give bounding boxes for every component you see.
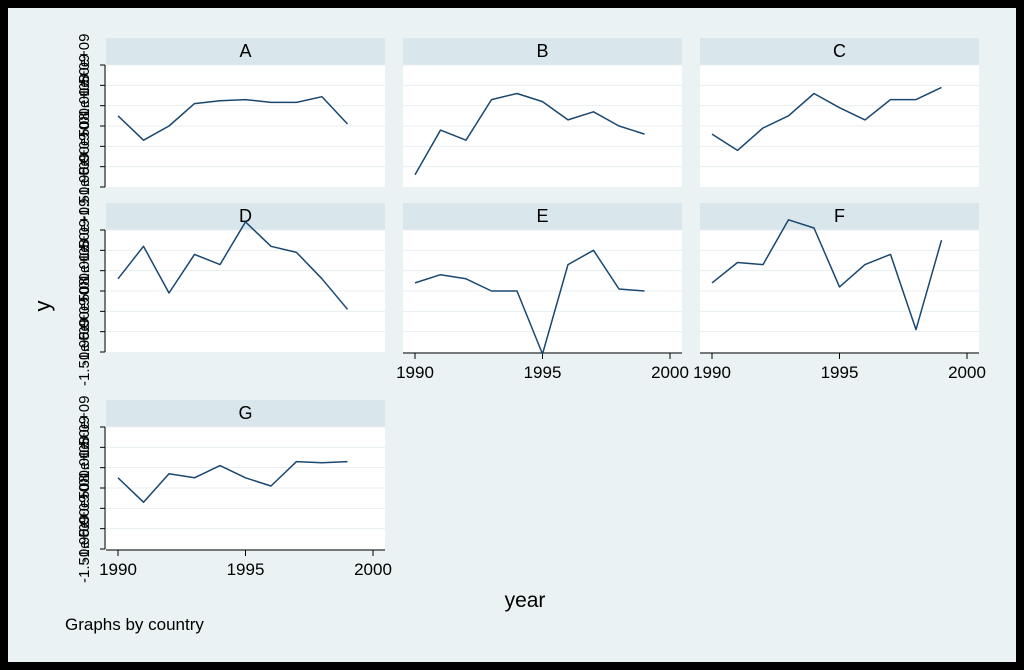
series-line-f — [711, 219, 943, 331]
panel-header — [106, 203, 385, 230]
series-line-b — [414, 92, 645, 176]
x-tick-label: 2000 — [651, 363, 689, 382]
x-tick-label: 1990 — [99, 560, 137, 579]
panel-header — [106, 400, 385, 427]
y-tick-label: 0 — [76, 287, 93, 295]
panel-e: E 1990 1995 2000 — [396, 203, 689, 382]
y-tick-label: 1.00e+09 — [76, 416, 93, 479]
x-tick-label: 1990 — [693, 363, 731, 382]
series-line-a — [117, 95, 349, 141]
y-tick-label: -1.50e+09 — [76, 153, 93, 221]
panel-b: B — [403, 38, 682, 187]
panel-title: A — [239, 41, 251, 61]
x-axis-title: year — [505, 589, 546, 612]
panel-title: G — [238, 403, 252, 423]
y-tick-label: -5.00e+08 — [76, 474, 93, 542]
y-tick-label: -1.00e+09 — [76, 298, 93, 366]
y-tick-label: -1.50e+09 — [76, 318, 93, 386]
panel-header — [403, 203, 682, 230]
y-tick-label: 1.50e+09 — [76, 396, 93, 459]
panel-a: A -1.50e+09-1.00e+09-5.00e+0805.00e+081.0… — [76, 34, 385, 221]
y-tick-label: 5.00e+08 — [76, 239, 93, 302]
panel-title: C — [833, 41, 846, 61]
x-tick-label: 1995 — [227, 560, 265, 579]
y-tick-label: -5.00e+08 — [76, 112, 93, 180]
y-tick-label: 1.50e+09 — [76, 34, 93, 97]
x-tick-label: 1990 — [396, 363, 434, 382]
y-tick-label: 0 — [76, 122, 93, 130]
y-tick-label: -1.50e+09 — [76, 515, 93, 583]
panel-title: E — [536, 206, 548, 226]
panel-header — [106, 38, 385, 65]
y-tick-label: -1.00e+09 — [76, 495, 93, 563]
panel-header — [700, 203, 979, 230]
panel-title: D — [239, 206, 252, 226]
x-tick-label: 2000 — [354, 560, 392, 579]
y-tick-label: 1.00e+09 — [76, 219, 93, 282]
y-tick-label: 5.00e+08 — [76, 74, 93, 137]
y-tick-label: -5.00e+08 — [76, 277, 93, 345]
panel-g: G -1.50e+09-1.00e+09-5.00e+0805.00e+081.0… — [76, 396, 392, 583]
panel-header — [700, 38, 979, 65]
panel-c: C — [700, 38, 979, 187]
panel-f: F 1990 1995 2000 — [693, 203, 986, 382]
y-tick-label: 1.50e+09 — [76, 199, 93, 262]
panel-title: B — [536, 41, 548, 61]
panel-title: F — [834, 206, 845, 226]
y-tick-label: 5.00e+08 — [76, 436, 93, 499]
series-line-e — [414, 249, 645, 355]
graphs-by-note: Graphs by country — [65, 615, 204, 634]
x-tick-label: 1995 — [524, 363, 562, 382]
panels-group: A-1.50e+09-1.00e+09-5.00e+0805.00e+081.0… — [76, 34, 986, 583]
x-tick-label: 2000 — [948, 363, 986, 382]
y-axis-title: y — [30, 301, 55, 312]
panel-header — [403, 38, 682, 65]
panel-d: D -1.50e+09-1.00e+09-5.00e+0805.00e+081.0… — [76, 199, 385, 386]
series-line-g — [117, 460, 348, 503]
y-tick-label: -1.00e+09 — [76, 133, 93, 201]
series-line-d — [117, 221, 349, 310]
x-tick-label: 1995 — [821, 363, 859, 382]
series-line-c — [711, 86, 942, 152]
y-tick-label: 1.00e+09 — [76, 54, 93, 117]
y-tick-label: 0 — [76, 484, 93, 492]
